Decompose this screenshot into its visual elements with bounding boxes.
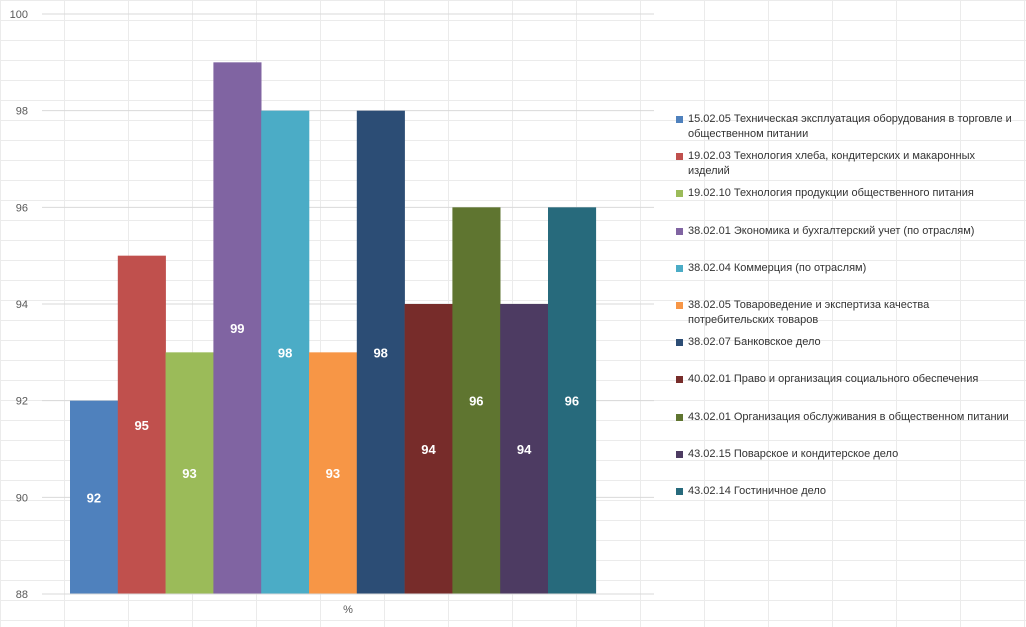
legend-item: 38.02.07 Банковское дело [676,335,1016,350]
legend-item: 43.02.14 Гостиничное дело [676,484,1016,499]
legend-label: 15.02.05 Техническая эксплуатация оборуд… [688,113,1012,140]
data-label: 96 [565,394,579,409]
legend-item: 40.02.01 Право и организация социального… [676,372,1016,387]
legend-swatch [676,488,683,495]
legend-item: 19.02.10 Технология продукции общественн… [676,186,1016,201]
y-tick-label: 92 [16,396,28,408]
bar-5 [261,110,310,595]
data-label: 94 [421,442,436,457]
data-label: 93 [182,466,196,481]
legend-swatch [676,376,683,384]
bar-1 [70,400,119,594]
x-axis: % [42,593,654,616]
legend-label: 38.02.01 Экономика и бухгалтерский учет … [688,224,975,237]
data-labels: 92 95 93 99 98 93 98 94 96 94 96 [87,321,579,505]
bars [70,62,597,595]
legend-item: 38.02.01 Экономика и бухгалтерский учет … [676,224,1016,239]
legend-swatch [676,227,683,235]
legend-item: 38.02.04 Коммерция (по отраслям) [676,261,1016,276]
legend-item: 43.02.15 Поварское и кондитерское дело [676,447,1016,462]
bar-6 [309,352,358,594]
bar-9 [452,207,501,595]
bar-2 [117,255,166,594]
x-category-label: % [343,604,353,616]
bar-10 [500,304,549,594]
legend-swatch [676,116,683,123]
legend-swatch [676,264,683,272]
legend-label: 43.02.15 Поварское и кондитерское дело [688,447,899,460]
data-label: 98 [278,345,292,360]
legend-label: 40.02.01 Право и организация социального… [688,373,979,386]
legend-label: 38.02.07 Банковское дело [688,336,821,349]
legend-item: 38.02.05 Товароведение и экспертиза каче… [676,298,1016,328]
y-tick-label: 90 [16,492,28,504]
legend-swatch [676,339,683,347]
data-label: 98 [373,345,387,360]
legend-label: 38.02.05 Товароведение и экспертиза каче… [688,299,930,326]
legend-swatch [676,302,683,309]
legend-label: 38.02.04 Коммерция (по отраслям) [688,261,867,274]
legend-label: 19.02.03 Технология хлеба, кондитерских … [688,150,976,178]
legend-swatch [676,190,683,198]
y-tick-label: 94 [16,299,28,311]
y-tick-label: 96 [16,202,28,214]
legend-swatch [676,153,683,161]
legend-item: 19.02.03 Технология хлеба, кондитерских … [676,149,1016,179]
bar-8 [404,304,453,594]
bar-4 [213,62,262,595]
y-tick-label: 98 [16,106,28,118]
legend-item: 15.02.05 Техническая эксплуатация оборуд… [676,112,1016,142]
legend-label: 43.02.01 Организация обслуживания в обще… [688,410,1009,423]
data-label: 96 [469,394,483,409]
data-label: 99 [230,321,244,336]
bar-3 [165,352,214,594]
legend-swatch [676,450,683,458]
bar-11 [548,207,597,595]
bar-7 [356,110,405,595]
legend-label: 43.02.14 Гостиничное дело [688,485,827,497]
y-tick-label: 88 [16,589,28,601]
legend-swatch [676,413,683,421]
data-label: 93 [326,466,340,481]
y-axis: 88 90 92 94 96 98 100 [10,9,28,601]
legend-item: 43.02.01 Организация обслуживания в обще… [676,410,1016,425]
y-tick-label: 100 [10,9,28,21]
data-label: 92 [87,490,101,505]
data-label: 94 [517,442,532,457]
data-label: 95 [134,418,148,433]
legend-label: 19.02.10 Технология продукции общественн… [688,187,974,200]
